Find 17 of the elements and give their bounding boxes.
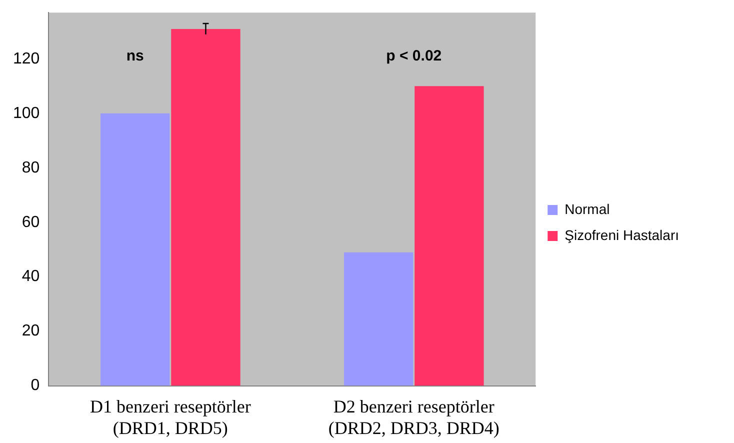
y-tick-label: 100 (12, 104, 40, 122)
y-tick-label: 120 (12, 50, 40, 68)
bar (344, 252, 414, 386)
y-tick-label: 0 (30, 377, 40, 394)
legend-label: Şizofreni Hastaları (564, 226, 680, 243)
bar (171, 28, 240, 386)
x-tick-label: D2 benzeri reseptörler (DRD2, DRD3, DRD4) (328, 396, 500, 438)
y-tick-label: 20 (22, 322, 40, 340)
annotation: ns (126, 48, 144, 65)
y-tick-label: 80 (22, 159, 40, 176)
y-tick-label: 60 (22, 214, 40, 231)
y-tick-label: 40 (22, 268, 40, 286)
annotation: p < 0.02 (386, 48, 442, 65)
legend-label: Normal (564, 200, 610, 217)
bar (100, 113, 170, 386)
bar (414, 86, 484, 386)
x-tick-label: D1 benzeri reseptörler (DRD1, DRD5) (90, 396, 251, 438)
